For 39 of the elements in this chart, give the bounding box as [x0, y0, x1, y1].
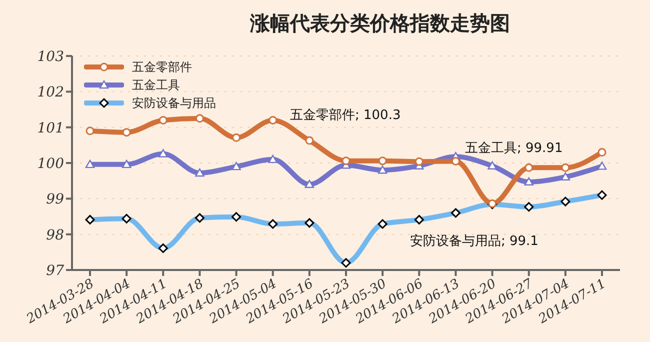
annotation: 五金工具; 99.91	[465, 140, 563, 157]
y-tick-label: 100	[37, 156, 64, 172]
point	[122, 160, 132, 168]
point	[86, 126, 94, 136]
point	[414, 157, 424, 166]
point	[451, 156, 460, 166]
annotation: 五金零部件; 100.3	[290, 107, 401, 124]
point	[378, 156, 387, 166]
y-tick-label: 99	[46, 192, 64, 208]
point	[158, 116, 168, 124]
point	[597, 162, 607, 170]
legend-label: 安防设备与用品	[132, 94, 216, 112]
point	[524, 163, 534, 172]
y-tick-label: 103	[37, 48, 64, 65]
legend-label: 五金零部件	[132, 58, 192, 76]
point	[158, 149, 168, 158]
point	[598, 148, 606, 157]
point	[232, 162, 241, 170]
chart-title: 涨幅代表分类价格指数走势图	[248, 10, 511, 37]
point	[378, 166, 388, 174]
point	[122, 128, 131, 137]
point	[268, 154, 278, 164]
legend-label: 五金工具	[132, 76, 180, 94]
point	[268, 116, 278, 124]
point	[195, 168, 204, 177]
point	[305, 136, 314, 145]
point	[561, 163, 570, 172]
point	[195, 114, 204, 123]
point	[232, 133, 241, 142]
point	[85, 160, 95, 168]
y-tick-label: 98	[46, 227, 64, 244]
point	[342, 156, 350, 166]
y-tick-label: 97	[46, 262, 64, 279]
y-tick-label: 102	[37, 84, 64, 101]
point	[560, 172, 570, 181]
y-tick-label: 101	[37, 120, 64, 136]
point	[304, 180, 314, 188]
point	[524, 177, 534, 186]
annotation: 安防设备与用品; 99.1	[410, 233, 538, 250]
